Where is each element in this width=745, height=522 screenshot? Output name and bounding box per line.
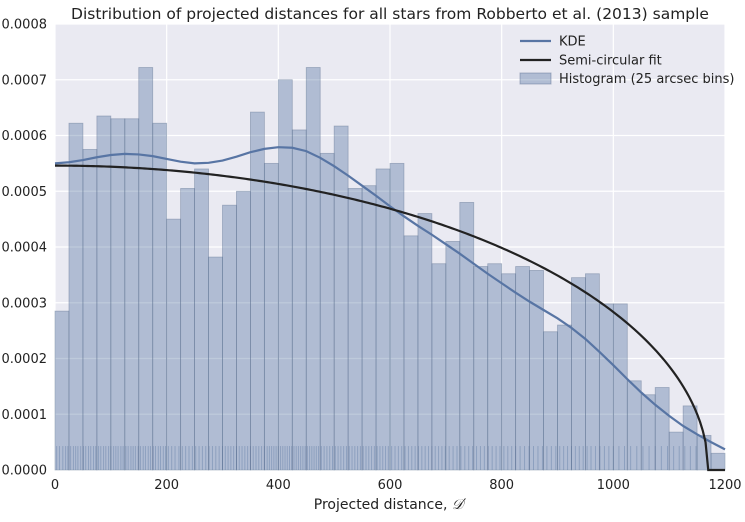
histogram-bar: [319, 152, 335, 471]
histogram-bar: [445, 241, 461, 471]
histogram-bar: [640, 394, 656, 471]
histogram-bar: [333, 125, 349, 471]
y-tick-label: 0.0005: [2, 185, 48, 200]
x-tick-label: 1200: [708, 478, 741, 493]
curve-lines: [54, 146, 726, 472]
kde-line: [54, 146, 726, 451]
histogram-bar: [598, 303, 614, 471]
histogram-bar: [389, 162, 405, 471]
y-tick-label: 0.0000: [2, 464, 48, 479]
histogram-bar: [68, 122, 84, 471]
histogram-bar: [277, 79, 293, 471]
histogram-bar: [654, 387, 670, 471]
histogram-bar: [682, 405, 698, 471]
histogram-bar: [291, 129, 307, 471]
histogram-bar: [487, 263, 503, 471]
histogram-bar: [138, 67, 154, 471]
histogram-bar: [180, 188, 195, 471]
legend-histogram-swatch: [519, 72, 552, 85]
x-axis-label-text: Projected distance,: [314, 497, 452, 513]
x-tick-label: 800: [489, 478, 514, 493]
histogram-bar: [152, 122, 168, 471]
histogram-bar: [403, 235, 419, 471]
histogram-bar: [626, 380, 642, 471]
tick-labels: 0 200 400 600 800 1000 1200 0.0000 0.0001 0.0002 0…: [2, 18, 742, 494]
histogram-bar: [96, 115, 112, 471]
histogram-bar: [82, 149, 98, 471]
histogram-bar: [571, 277, 586, 471]
histogram-bar: [710, 452, 726, 471]
histogram-bar: [431, 263, 447, 471]
x-tick-label: 200: [154, 478, 179, 493]
legend-histogram-label: Histogram (25 arcsec bins): [559, 72, 735, 87]
x-tick-label: 0: [51, 478, 59, 493]
histogram-bar: [473, 266, 489, 471]
chart-title: Distribution of projected distances for …: [71, 5, 709, 23]
histogram-bar: [166, 218, 182, 471]
histogram-bar: [222, 204, 237, 471]
x-tick-label: 1000: [597, 478, 630, 493]
legend: KDE Semi-circular fit Histogram (25 arcs…: [519, 35, 735, 87]
x-axis-label: Projected distance, 𝒟′: [314, 497, 467, 513]
histogram-bar: [501, 273, 517, 471]
semicircular-fit-line: [55, 164, 725, 472]
histogram-bar: [557, 324, 572, 471]
y-tick-label: 0.0003: [2, 296, 48, 311]
histogram-bar: [54, 310, 70, 471]
y-tick-label: 0.0004: [2, 241, 48, 256]
x-tick-label: 400: [266, 478, 291, 493]
y-tick-label: 0.0001: [2, 408, 48, 423]
x-axis-label-symbol: 𝒟′: [452, 497, 467, 513]
histogram-bar: [375, 168, 391, 471]
rug-plot: [56, 446, 697, 470]
histogram-bar: [668, 431, 684, 471]
grid-lines: [54, 23, 726, 471]
histogram-bar: [459, 201, 475, 471]
histogram-bar: [305, 67, 321, 471]
legend-semicircle-label: Semi-circular fit: [559, 54, 662, 69]
histogram-bar: [515, 266, 530, 471]
histogram-bar: [347, 188, 363, 471]
histogram-bar: [263, 162, 279, 471]
x-tick-label: 600: [378, 478, 403, 493]
y-tick-label: 0.0006: [2, 129, 48, 144]
histogram-bars: [54, 67, 726, 471]
histogram-bar: [543, 331, 558, 471]
y-tick-label: 0.0007: [2, 73, 48, 88]
histogram-bar: [110, 118, 126, 471]
histogram-bar: [250, 111, 265, 471]
y-tick-label: 0.0002: [2, 352, 48, 367]
legend-kde-label: KDE: [559, 35, 586, 50]
histogram-bar: [124, 118, 140, 471]
histogram-bar: [417, 213, 433, 471]
histogram-bar: [194, 168, 209, 471]
y-tick-label: 0.0008: [2, 18, 48, 33]
histogram-bar: [208, 256, 223, 471]
histogram-bar: [612, 303, 628, 471]
histogram-bar: [529, 270, 544, 471]
histogram-bar: [361, 185, 377, 471]
histogram-bar: [585, 273, 600, 471]
histogram-bar: [236, 190, 251, 471]
